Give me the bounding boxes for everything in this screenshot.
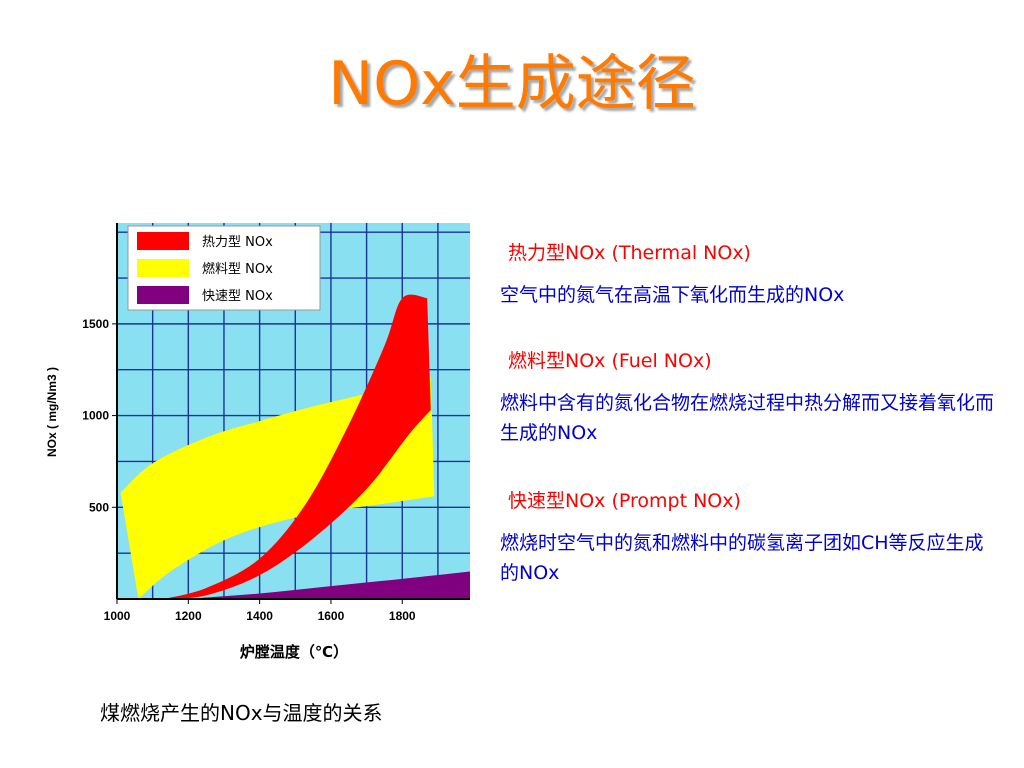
legend-swatch bbox=[137, 232, 189, 250]
prompt-nox-description: 燃烧时空气中的氮和燃料中的碳氢离子团如CH等反应生成的NOx bbox=[500, 532, 984, 584]
prompt-nox-block: 快速型NOx (Prompt NOx) 燃烧时空气中的氮和燃料中的碳氢离子团如C… bbox=[500, 488, 1000, 588]
series-area-2 bbox=[184, 571, 470, 599]
fuel-nox-heading: 燃料型NOx (Fuel NOx) bbox=[508, 350, 712, 372]
x-tick-label: 1600 bbox=[318, 609, 345, 623]
legend-label: 燃料型 NOx bbox=[202, 261, 273, 277]
fuel-nox-block: 燃料型NOx (Fuel NOx) 燃料中含有的氮化合物在燃烧过程中热分解而又接… bbox=[500, 348, 1000, 448]
series-area-0 bbox=[163, 294, 431, 599]
legend: 热力型 NOx 燃料型 NOx 快速型 NOx bbox=[127, 225, 321, 311]
thermal-nox-heading: 热力型NOx (Thermal NOx) bbox=[508, 242, 751, 264]
thermal-nox-block: 热力型NOx (Thermal NOx) 空气中的氮气在高温下氧化而生成的NOx bbox=[500, 240, 1000, 310]
slide-title: NOx生成途径 bbox=[328, 49, 696, 119]
x-tick-label: 1400 bbox=[246, 609, 273, 623]
y-tick-label: 1500 bbox=[82, 317, 109, 331]
y-axis-label: NOx ( mg/Nm3 ) bbox=[45, 367, 59, 457]
chart-caption: 煤燃烧产生的NOx与温度的关系 bbox=[100, 701, 383, 725]
x-tick-label: 1800 bbox=[389, 609, 416, 623]
x-axis-label: 炉膛温度（℃） bbox=[240, 643, 348, 661]
x-tick-label: 1200 bbox=[175, 609, 202, 623]
legend-label: 热力型 NOx bbox=[202, 235, 273, 250]
prompt-nox-heading: 快速型NOx (Prompt NOx) bbox=[508, 490, 741, 512]
series-areas bbox=[120, 294, 470, 599]
fuel-nox-description: 燃料中含有的氮化合物在燃烧过程中热分解而又接着氧化而生成的NOx bbox=[500, 392, 995, 444]
legend-swatch bbox=[137, 259, 189, 277]
legend-label: 快速型 NOx bbox=[202, 289, 273, 304]
y-tick-label: 1000 bbox=[82, 409, 109, 423]
y-tick-label: 500 bbox=[89, 500, 109, 514]
legend-swatch bbox=[137, 286, 189, 304]
x-tick-label: 1000 bbox=[104, 609, 131, 623]
thermal-nox-description: 空气中的氮气在高温下氧化而生成的NOx bbox=[500, 284, 845, 306]
ticks: 1000 1200 1400 1600 1800 500 1000 1500 bbox=[82, 317, 416, 623]
